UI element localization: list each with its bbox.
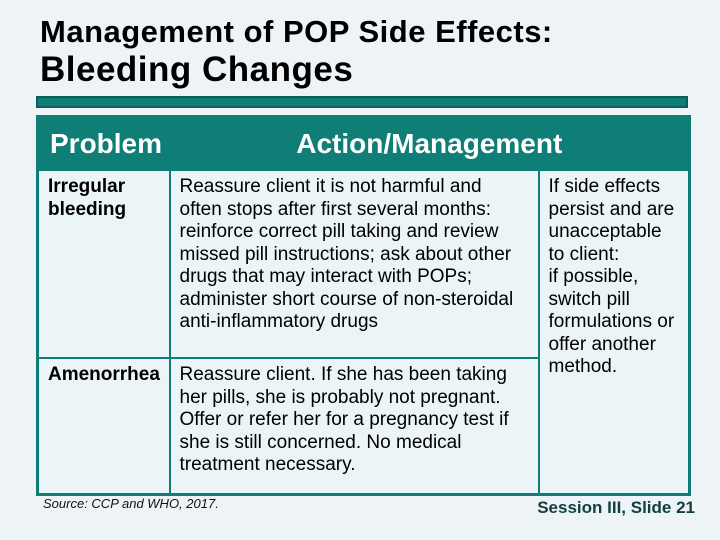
session-slide-label: Session III, Slide 21 [537,498,695,517]
table-row: Irregular bleeding Reassure client it is… [36,169,691,496]
slide-title: Management of POP Side Effects: Bleeding… [40,14,553,90]
problem-cell-irregular-bleeding: Irregular bleeding [36,169,171,359]
side-effects-table: Problem Action/Management Irregular blee… [36,115,691,496]
source-citation: Source: CCP and WHO, 2017. [43,496,219,511]
action-cell-amenorrhea: Reassure client. If she has been taking … [168,357,540,496]
title-underline-bar [36,96,688,108]
problem-cell-amenorrhea: Amenorrhea [36,357,171,496]
table-header-problem: Problem [36,115,171,171]
slide-title-line1: Management of POP Side Effects: [40,14,553,49]
table-header-action: Action/Management [168,115,691,171]
slide-title-line2: Bleeding Changes [40,50,354,89]
table-row: Amenorrhea Reassure client. If she has b… [36,357,690,496]
table-header-row: Problem Action/Management [36,115,691,171]
side-note-cell: If side effects persist and are unaccept… [537,169,691,496]
action-cell-irregular-bleeding: Reassure client it is not harmful and of… [168,169,540,359]
